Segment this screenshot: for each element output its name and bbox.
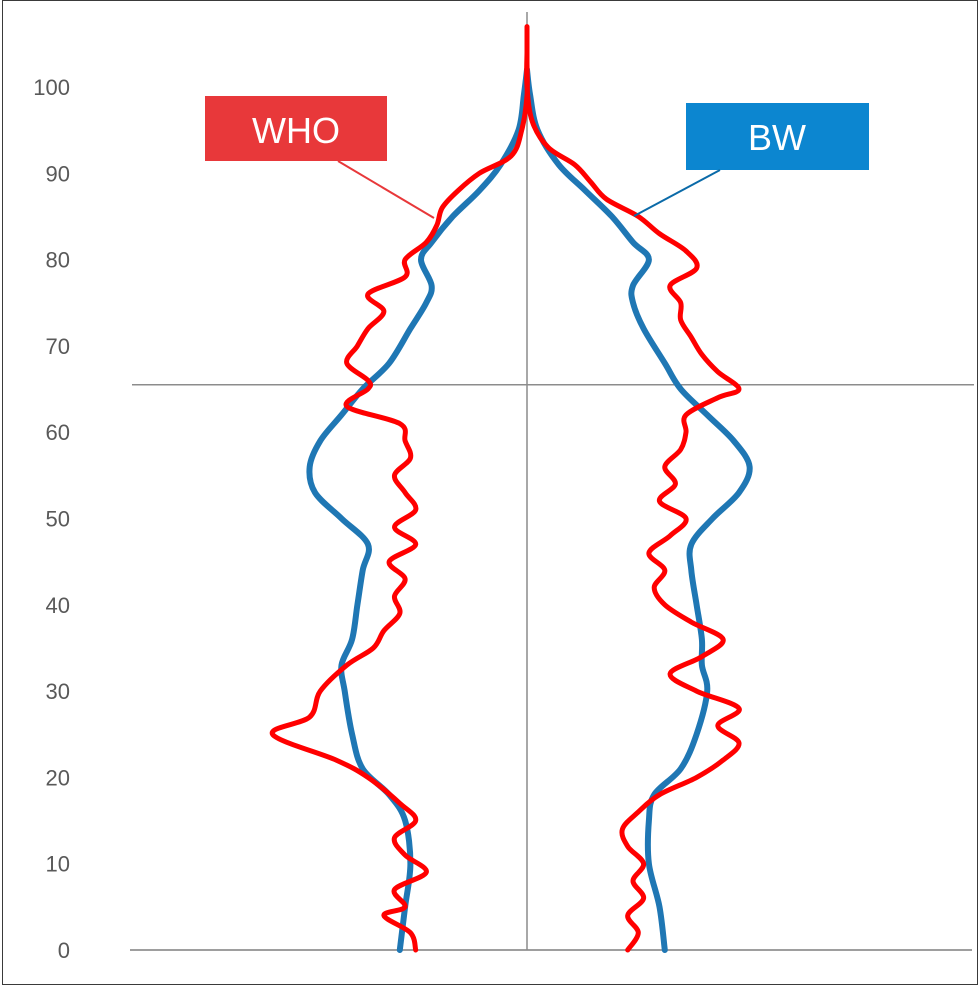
series-layer [270, 24, 753, 953]
y-tick-label: 60 [46, 420, 70, 445]
who-label-box: WHO [205, 96, 435, 219]
who-label-text: WHO [252, 110, 340, 151]
who-label-background [205, 96, 387, 161]
y-tick-label: 30 [46, 679, 70, 704]
legend-layer: WHO BW [205, 96, 869, 219]
y-tick-label: 50 [46, 507, 70, 532]
axis-layer: 0 10 20 30 40 50 60 70 80 90 100 [33, 12, 974, 963]
y-tick-label: 40 [46, 593, 70, 618]
y-tick-label: 0 [58, 938, 70, 963]
y-tick-label: 80 [46, 248, 70, 273]
bw-label-background [686, 103, 869, 170]
bw-series-left-line [306, 66, 530, 953]
bw-label-text: BW [748, 117, 806, 158]
y-tick-label: 100 [33, 75, 70, 100]
who-label-arrow [337, 160, 435, 219]
y-tick-label: 10 [46, 852, 70, 877]
who-series-right-line [524, 50, 742, 953]
y-tick-label: 90 [46, 161, 70, 186]
bw-label-arrow [633, 169, 721, 217]
bw-label-box: BW [633, 103, 869, 217]
bw-series-right-line [524, 66, 753, 953]
y-tick-label: 70 [46, 334, 70, 359]
y-tick-label: 20 [46, 765, 70, 790]
who-series-left-line [270, 24, 530, 953]
